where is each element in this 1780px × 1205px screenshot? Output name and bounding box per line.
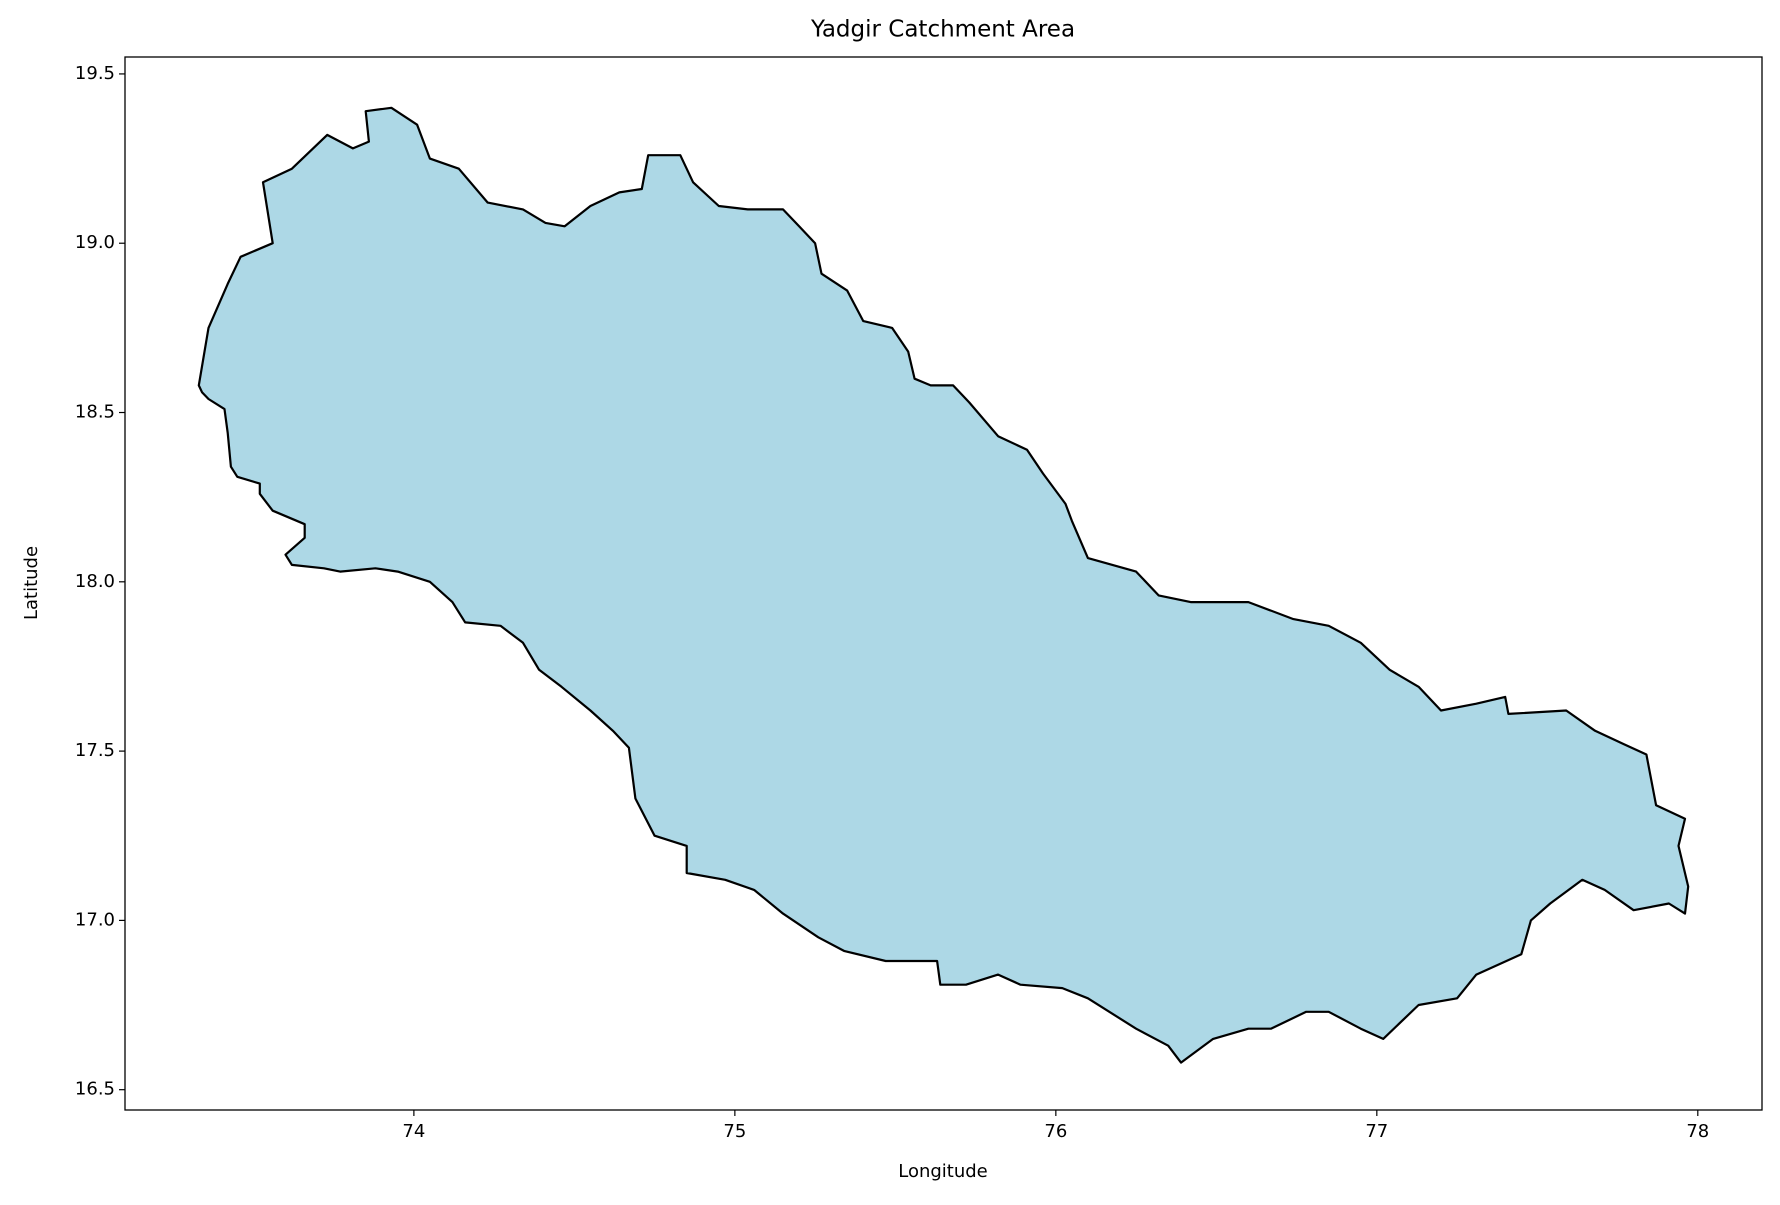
y-tick-label: 17.5 [75, 740, 115, 761]
y-tick-label: 18.5 [75, 402, 115, 423]
x-tick-label: 76 [1044, 1121, 1067, 1142]
x-axis-label: Longitude [898, 1161, 988, 1182]
x-tick-label: 74 [402, 1121, 425, 1142]
plot-frame [124, 56, 1763, 1111]
y-tick-label: 19.0 [75, 232, 115, 253]
x-tick-label: 77 [1365, 1121, 1388, 1142]
y-tick-label: 19.5 [75, 63, 115, 84]
y-axis-label: Latitude [21, 546, 42, 620]
x-tick-label: 75 [723, 1121, 746, 1142]
y-tick-label: 16.5 [75, 1079, 115, 1100]
x-tick-label: 78 [1686, 1121, 1709, 1142]
catchment-area [197, 106, 1690, 1064]
chart-title: Yadgir Catchment Area [810, 17, 1075, 43]
y-tick-label: 17.0 [75, 909, 115, 930]
y-tick-label: 18.0 [75, 571, 115, 592]
